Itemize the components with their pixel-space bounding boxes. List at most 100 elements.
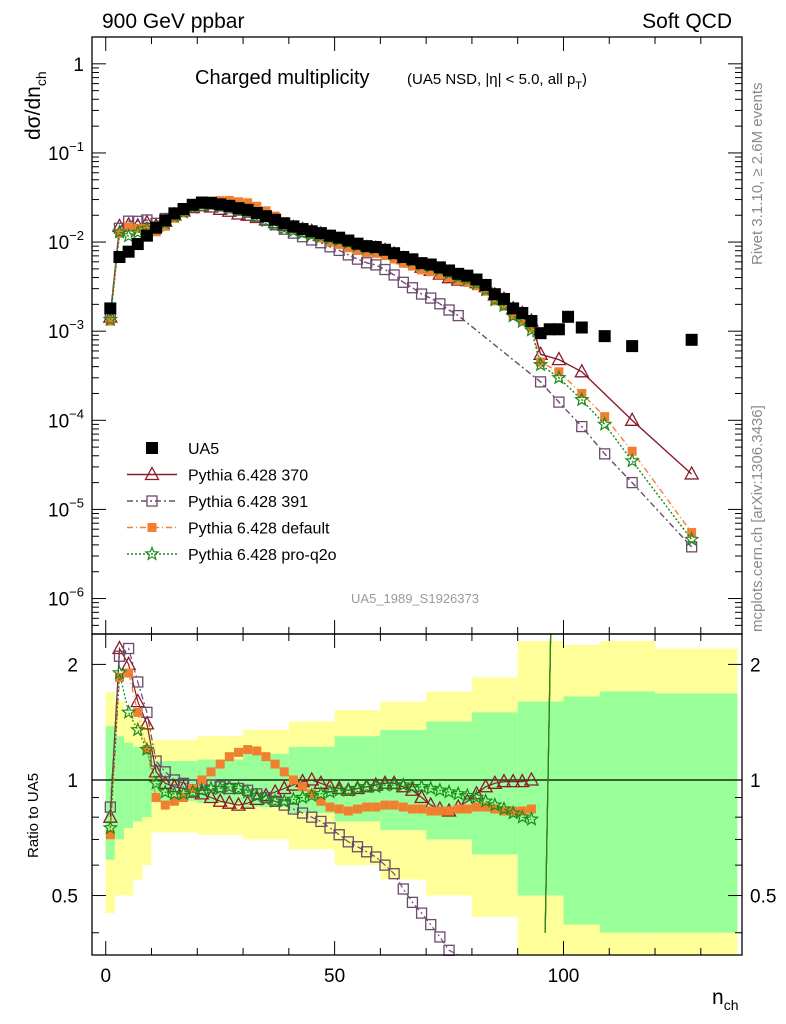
- ratio-0-point-22: [304, 771, 320, 786]
- ratio-2-point-14: [233, 747, 243, 757]
- ratio-3-point-14: [230, 780, 247, 796]
- series-2-point-42: [490, 296, 500, 306]
- ratio-3-point-38: [450, 785, 466, 801]
- ratio-2-point-8: [179, 793, 189, 803]
- ratio-2-point-33: [407, 804, 417, 814]
- svg-text:nch: nch: [712, 986, 738, 1013]
- data-point-35: [424, 258, 437, 271]
- ratio-2-point-19: [279, 767, 289, 777]
- ratio-y-label: Ratio to UA5: [25, 773, 42, 858]
- series-2-point-2: [124, 222, 134, 232]
- legend-label-3: Pythia 6.428 default: [188, 521, 330, 538]
- ratio-2-point-43: [499, 806, 509, 816]
- ratio-2-point-9: [188, 784, 198, 794]
- series-0-point-49: [574, 363, 590, 378]
- ratio-3-point-3: [130, 721, 146, 737]
- ratio-1-point-11: [205, 779, 217, 791]
- ratio-0-point-34: [413, 789, 430, 804]
- data-point-15: [241, 203, 254, 216]
- data-point-26: [342, 234, 355, 247]
- ratio-0-point-14: [230, 796, 247, 811]
- series-2-point-28: [362, 247, 372, 257]
- series-1-point-39: [534, 376, 547, 388]
- data-point-45: [516, 306, 529, 319]
- series-3-point-52: [683, 531, 700, 547]
- data-point-20: [287, 220, 300, 233]
- data-point-36: [433, 261, 446, 274]
- data-point-5: [150, 221, 163, 234]
- legend-label-4: Pythia 6.428 pro-q2o: [188, 547, 337, 564]
- ratio-1-point-30: [379, 859, 391, 871]
- ratio-3-point-5: [148, 775, 164, 790]
- ratio-tick-label-right-1: 1: [750, 771, 761, 792]
- ratio-3-point-44: [505, 804, 521, 820]
- ratio-1-point-22: [306, 811, 318, 823]
- series-2-point-44: [508, 311, 518, 321]
- legend-marker-0: [146, 442, 158, 454]
- x-tick-label-50: 50: [324, 966, 345, 987]
- series-2-point-37: [444, 273, 454, 283]
- data-point-4: [140, 229, 153, 242]
- series-2-point-16: [252, 201, 262, 211]
- ratio-1-point-0: [104, 801, 116, 813]
- data-point-23: [314, 227, 327, 240]
- legend-label-1: Pythia 6.428 370: [188, 468, 308, 485]
- data-point-8: [177, 202, 190, 215]
- data-point-12: [214, 198, 227, 211]
- y-tick-label-3: 10−3: [48, 317, 84, 343]
- data-point-41: [479, 278, 492, 291]
- data-point-25: [333, 231, 346, 244]
- series-1-point-31: [388, 269, 400, 281]
- data-point-30: [378, 243, 391, 256]
- y-tick-label-2: 10−2: [48, 228, 84, 254]
- ratio-0-point-45: [514, 773, 530, 788]
- ratio-2-point-26: [343, 806, 353, 816]
- ratio-2-point-0: [105, 830, 115, 840]
- ratio-0-point-13: [221, 794, 237, 809]
- ratio-2-point-24: [325, 802, 335, 812]
- ratio-2-point-37: [444, 806, 454, 816]
- series-2-point-46: [526, 323, 536, 333]
- ratio-0-point-26: [340, 781, 356, 796]
- ratio-2-point-17: [261, 752, 271, 762]
- series-1-point-29: [370, 259, 382, 271]
- ratio-0-point-7: [166, 778, 182, 793]
- ratio-3-point-13: [221, 778, 238, 794]
- series-2-point-34: [417, 265, 427, 275]
- data-point-9: [186, 198, 199, 211]
- series-2-point-27: [352, 245, 362, 255]
- svg-text:Charged multiplicity: Charged multiplicity: [195, 67, 370, 89]
- ratio-3-point-2: [120, 704, 137, 719]
- ratio-1-point-29: [370, 851, 382, 863]
- series-0-point-48: [551, 351, 567, 366]
- series-3-point-48: [551, 369, 567, 385]
- ratio-0-point-41: [478, 778, 494, 793]
- main-frame: [91, 36, 743, 635]
- data-point-22: [305, 225, 318, 238]
- data-point-6: [159, 214, 172, 227]
- ratio-3-point-35: [422, 780, 439, 796]
- svg-text:dσ/dnch: dσ/dnch: [22, 71, 49, 140]
- y-tick-label-4: 10−4: [48, 406, 84, 432]
- ratio-1-point-23: [315, 815, 327, 828]
- ratio-3-point-15: [239, 783, 256, 799]
- data-point-2: [122, 245, 135, 258]
- band-inner-1: [114, 736, 125, 840]
- ratio-3-point-45: [514, 809, 531, 824]
- ratio-3-point-37: [441, 783, 457, 799]
- ratio-0-point-12: [212, 792, 228, 807]
- ratio-3-point-40: [468, 789, 485, 805]
- ratio-3-point-17: [258, 791, 274, 806]
- ratio-2-point-3: [133, 707, 143, 717]
- ratio-3-point-46: [523, 811, 540, 826]
- ratio-tick-label-left-0: 2: [67, 655, 78, 676]
- data-point-51: [575, 321, 588, 334]
- data-point-49: [552, 323, 565, 336]
- series-1-point-34: [415, 288, 428, 300]
- ratio-1-point-7: [168, 774, 181, 786]
- data-point-42: [488, 288, 501, 301]
- data-point-19: [278, 217, 291, 230]
- series-2-point-33: [407, 261, 417, 271]
- chart-subtitle: (UA5 NSD, |η| < 5.0, all pT): [407, 71, 587, 92]
